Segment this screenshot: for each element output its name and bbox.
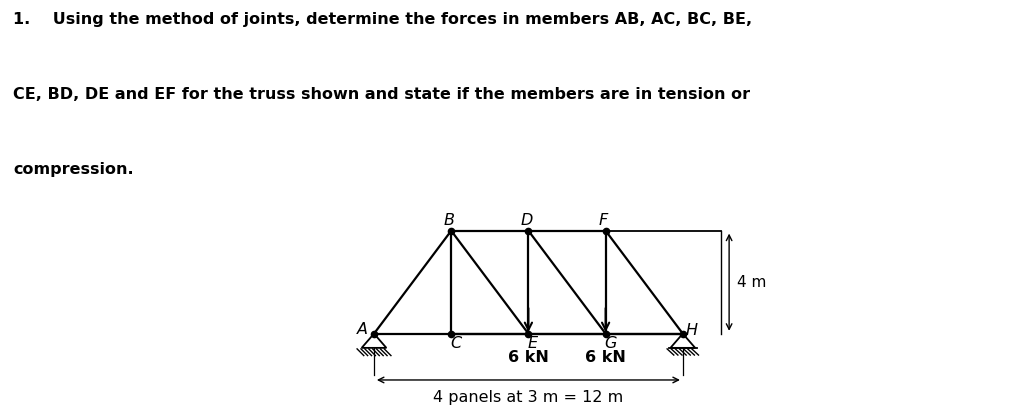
Text: G: G — [604, 336, 616, 351]
Text: 6 kN: 6 kN — [585, 350, 626, 365]
Text: F: F — [599, 213, 608, 228]
Text: A: A — [357, 322, 368, 337]
Text: CE, BD, DE and EF for the truss shown and state if the members are in tension or: CE, BD, DE and EF for the truss shown an… — [13, 87, 751, 102]
Text: 4 m: 4 m — [737, 275, 766, 290]
Text: H: H — [686, 323, 697, 338]
Text: 4 panels at 3 m = 12 m: 4 panels at 3 m = 12 m — [433, 390, 624, 405]
Text: compression.: compression. — [13, 162, 134, 177]
Text: 1.    Using the method of joints, determine the forces in members AB, AC, BC, BE: 1. Using the method of joints, determine… — [13, 12, 753, 27]
Text: C: C — [451, 336, 462, 351]
Text: E: E — [528, 336, 538, 351]
Text: 6 kN: 6 kN — [508, 350, 549, 365]
Text: B: B — [443, 213, 455, 228]
Text: D: D — [520, 213, 532, 228]
